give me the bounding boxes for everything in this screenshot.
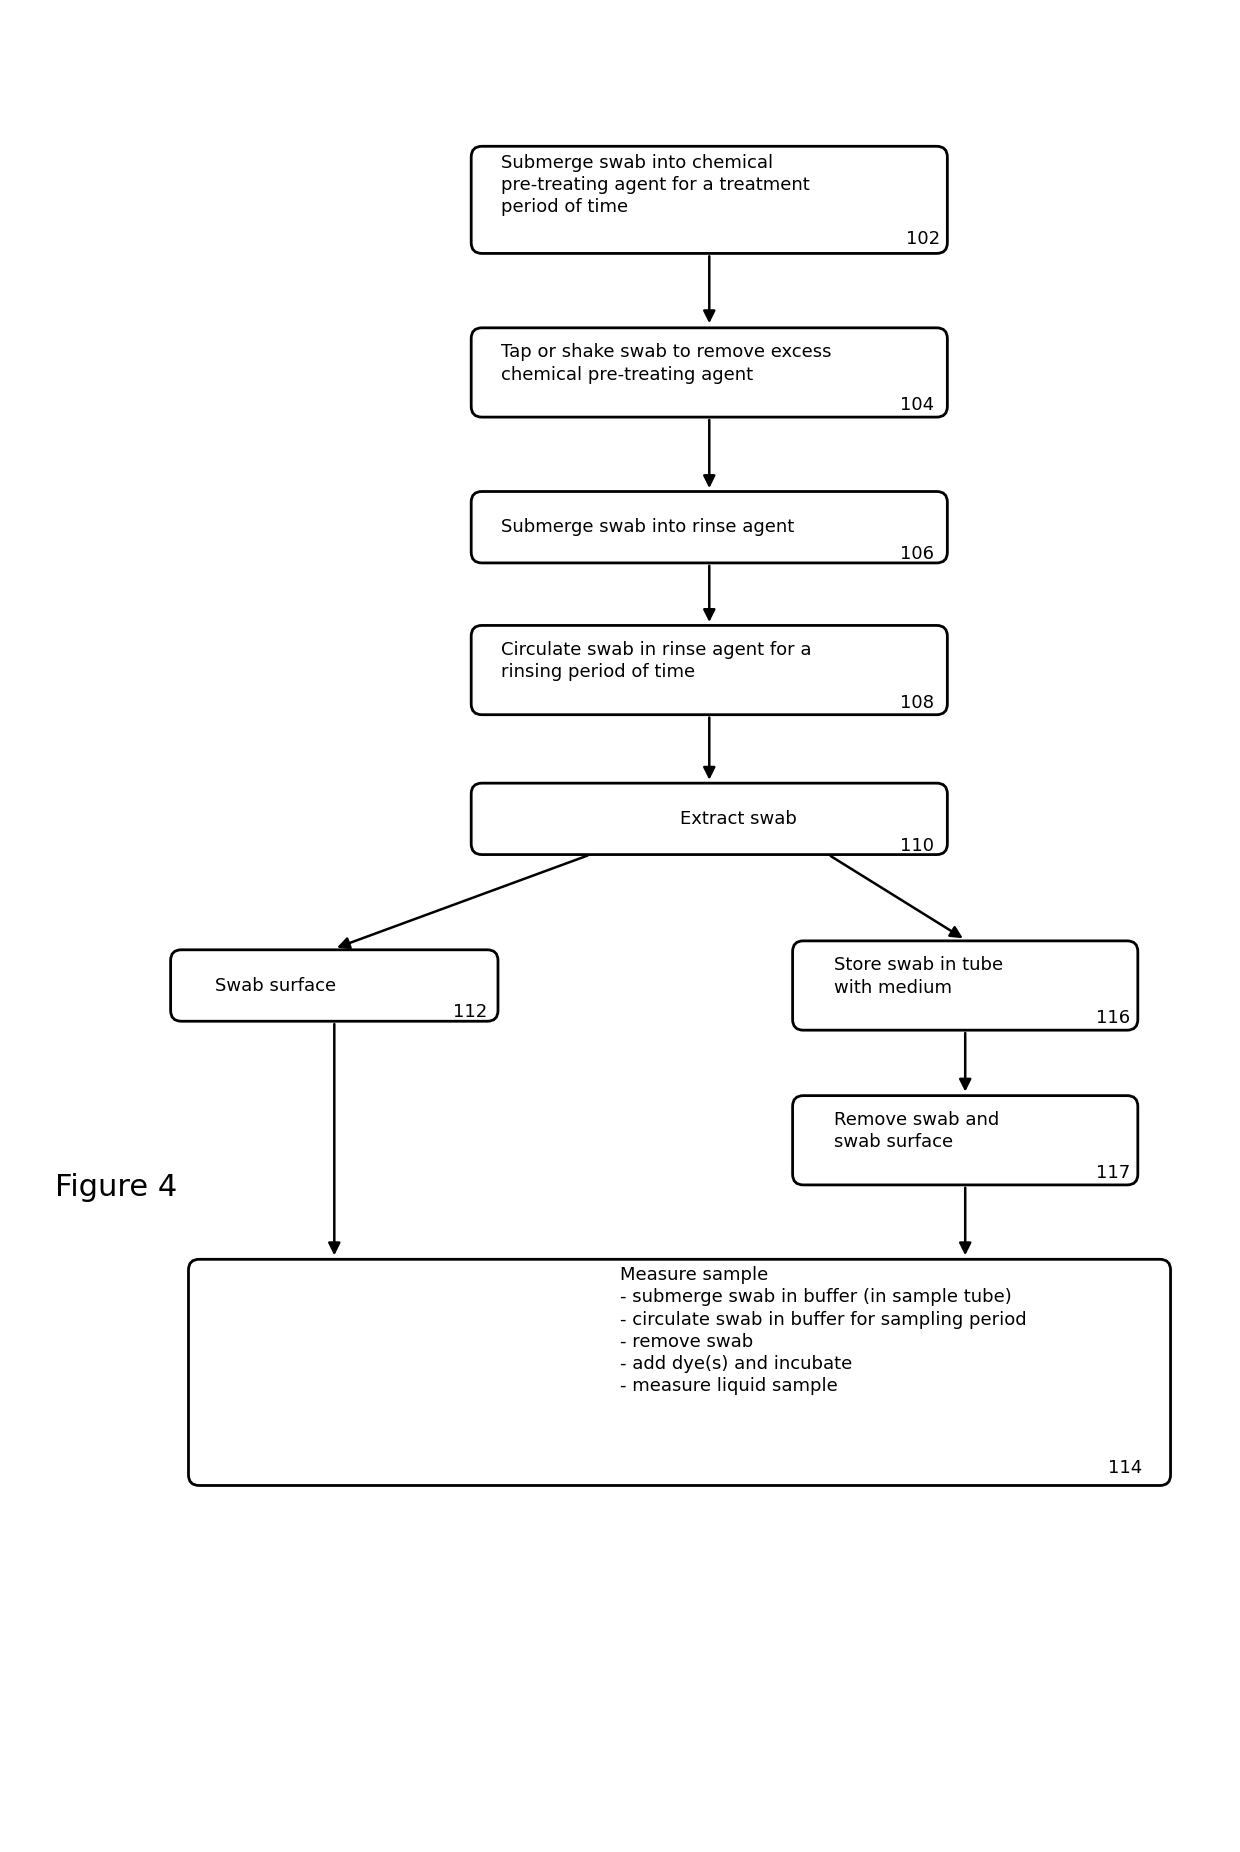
FancyBboxPatch shape bbox=[471, 328, 947, 417]
FancyBboxPatch shape bbox=[471, 783, 947, 854]
Text: Store swab in tube
with medium: Store swab in tube with medium bbox=[835, 956, 1003, 996]
Text: 110: 110 bbox=[900, 837, 934, 854]
Text: Submerge swab into rinse agent: Submerge swab into rinse agent bbox=[501, 519, 794, 537]
Text: 114: 114 bbox=[1109, 1459, 1142, 1476]
Text: 104: 104 bbox=[900, 396, 934, 415]
FancyBboxPatch shape bbox=[792, 941, 1138, 1030]
Text: Tap or shake swab to remove excess
chemical pre-treating agent: Tap or shake swab to remove excess chemi… bbox=[501, 343, 832, 383]
Text: Remove swab and
swab surface: Remove swab and swab surface bbox=[835, 1111, 999, 1152]
Text: Circulate swab in rinse agent for a
rinsing period of time: Circulate swab in rinse agent for a rins… bbox=[501, 641, 811, 682]
FancyBboxPatch shape bbox=[471, 146, 947, 254]
Text: Extract swab: Extract swab bbox=[680, 809, 796, 828]
Text: 102: 102 bbox=[905, 230, 940, 248]
Text: 108: 108 bbox=[900, 694, 934, 711]
FancyBboxPatch shape bbox=[471, 491, 947, 563]
FancyBboxPatch shape bbox=[792, 1096, 1138, 1185]
FancyBboxPatch shape bbox=[188, 1259, 1171, 1485]
Text: 112: 112 bbox=[454, 1004, 487, 1020]
Text: Measure sample
- submerge swab in buffer (in sample tube)
- circulate swab in bu: Measure sample - submerge swab in buffer… bbox=[620, 1267, 1027, 1395]
Text: 117: 117 bbox=[1096, 1165, 1131, 1182]
FancyBboxPatch shape bbox=[471, 626, 947, 715]
Text: Figure 4: Figure 4 bbox=[55, 1174, 177, 1202]
Text: 106: 106 bbox=[900, 544, 934, 563]
FancyBboxPatch shape bbox=[171, 950, 498, 1020]
Text: Submerge swab into chemical
pre-treating agent for a treatment
period of time: Submerge swab into chemical pre-treating… bbox=[501, 154, 810, 217]
Text: 116: 116 bbox=[1096, 1009, 1131, 1028]
Text: Swab surface: Swab surface bbox=[216, 976, 336, 995]
